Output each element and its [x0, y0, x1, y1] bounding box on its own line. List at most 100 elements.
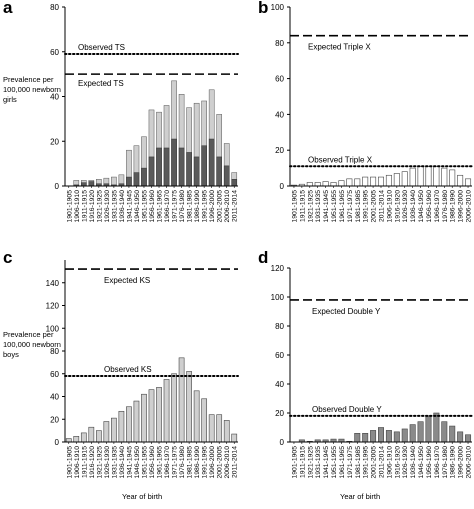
- panel-c-bar: [171, 373, 177, 443]
- panel-d-bar: [409, 424, 416, 443]
- panel-d-x-tick-label: 1961-1965: [339, 446, 346, 479]
- panel-b-bar: [338, 180, 345, 187]
- panel-a-x-tick-label: 2006-2010: [224, 190, 231, 223]
- panel-a-x-tick-label: 1926-1930: [104, 190, 111, 223]
- panel-c-bar: [141, 393, 147, 443]
- panel-d-x-tick-label: 1986-1990: [450, 446, 457, 479]
- panel-label-a: a: [3, 0, 13, 17]
- panel-b-bar: [385, 174, 392, 187]
- panel-c-x-tick-label: 2006-2010: [224, 446, 231, 479]
- panel-a-bar-dark: [171, 138, 177, 187]
- panel-b-x-tick-label: 1926-1930: [402, 190, 409, 223]
- panel-c-y-tick-label: 80: [50, 347, 59, 356]
- panel-d-x-tick-label: 1996-2000: [458, 446, 465, 479]
- panel-a-y-tick-label: 20: [50, 137, 59, 146]
- panel-a-x-tick-label: 1901-1905: [66, 190, 73, 223]
- panel-c-y-tick-label: 20: [50, 415, 59, 424]
- panel-a-x-tick-label: 1951-1955: [141, 190, 148, 223]
- panel-c-x-tick-label: 2001-2005: [217, 446, 224, 479]
- panel-c-x-tick-label: 1976-1980: [179, 446, 186, 479]
- panel-b-x-tick-label: 1931-1935: [315, 190, 322, 223]
- panel-a-ref-label-1: Expected TS: [78, 79, 124, 88]
- panel-c-x-tick-label: 1911-1915: [81, 446, 88, 478]
- panel-c-bar: [95, 430, 102, 443]
- panel-c-bar: [73, 436, 80, 443]
- y-axis-label-girls: Prevalence per 100,000 newborn girls: [3, 75, 61, 104]
- panel-d-bar: [378, 427, 384, 443]
- panel-d-x-tick-label: 1936-1940: [410, 446, 417, 479]
- panel-d-y-tick-label: 100: [271, 293, 285, 302]
- panel-a-x-tick-label: 1941-1945: [126, 190, 133, 223]
- panel-d-bar: [385, 430, 392, 443]
- panel-b-bar: [433, 166, 440, 187]
- panel-a-y-tick-label: 80: [50, 3, 59, 12]
- panel-label-b: b: [258, 0, 269, 17]
- panel-c-bar: [156, 387, 162, 443]
- panel-c-x-tick-label: 1921-1925: [96, 446, 103, 479]
- panel-a-y-tick-label: 40: [50, 93, 59, 102]
- panel-c-bar: [216, 414, 223, 443]
- panel-c-x-tick-label: 1961-1965: [157, 446, 164, 479]
- panel-a-bar-dark: [193, 156, 200, 187]
- panel-c-bar: [80, 432, 87, 443]
- panel-b-y-tick-label: 20: [275, 146, 284, 155]
- panel-a-x-tick-label: 1936-1940: [119, 190, 126, 223]
- panel-a-y-tick-label: 60: [50, 48, 59, 57]
- panel-d-x-tick-label: 2011-2014: [379, 446, 386, 478]
- panel-d-x-tick-label: 1931-1935: [315, 446, 322, 479]
- panel-a-y-tick-label: 0: [55, 182, 60, 191]
- panel-d-x-tick-label: 1921-1925: [307, 446, 314, 479]
- panel-d-x-tick-label: 1951-1955: [331, 446, 338, 479]
- panel-b-x-tick-label: 1921-1925: [307, 190, 314, 223]
- panel-c-x-tick-label: 1926-1930: [104, 446, 111, 479]
- panel-a-x-tick-label: 1961-1965: [157, 190, 164, 223]
- x-axis-title-right: Year of birth: [340, 492, 381, 501]
- panel-d-x-tick-label: 1916-1920: [394, 446, 401, 479]
- panel-a-bar-dark: [156, 147, 162, 187]
- panel-c-bar: [111, 417, 117, 443]
- panel-d-y-tick-label: 40: [275, 380, 284, 389]
- panel-b-y-tick-label: 40: [275, 110, 284, 119]
- panel-d-bar: [449, 425, 456, 443]
- panel-d-bar: [457, 431, 464, 443]
- panel-c-bar: [193, 390, 200, 443]
- panel-a-bar-dark: [126, 176, 132, 187]
- panel-c-x-tick-label: 1946-1950: [134, 446, 141, 479]
- panel-b-bar: [465, 178, 472, 187]
- panel-c-bar: [65, 438, 72, 443]
- panel-d-bar: [425, 415, 432, 443]
- panel-b-bar: [457, 174, 464, 187]
- panel-a-bar-dark: [216, 156, 223, 187]
- panel-b-x-tick-label: 1991-1995: [363, 190, 370, 223]
- panel-d-ref-label-1: Observed Double Y: [312, 405, 382, 414]
- panel-b-bar: [409, 167, 416, 187]
- panel-b-x-tick-label: 1976-1980: [442, 190, 449, 223]
- panel-a-x-tick-label: 1976-1980: [179, 190, 186, 223]
- panel-b-bar: [314, 182, 321, 187]
- panel-d-bar: [354, 432, 361, 443]
- panel-a-x-tick-label: 1921-1925: [96, 190, 103, 223]
- panel-d-bar: [433, 412, 440, 443]
- panel-d-bar: [465, 434, 472, 443]
- panel-a-x-tick-label: 1956-1960: [149, 190, 156, 223]
- panel-b-x-tick-label: 1936-1940: [410, 190, 417, 223]
- panel-b-x-tick-label: 1946-1950: [418, 190, 425, 223]
- panel-a-ref-label-0: Observed TS: [78, 43, 125, 52]
- panel-b-bar: [417, 166, 424, 187]
- panel-d-x-tick-label: 1946-1950: [418, 446, 425, 479]
- panel-b-x-tick-label: 1911-1915: [299, 190, 306, 222]
- panel-d-x-tick-label: 1991-1995: [363, 446, 370, 479]
- panel-b-ref-label-1: Observed Triple X: [308, 155, 373, 164]
- panel-a-x-tick-label: 1966-1970: [164, 190, 171, 223]
- panel-b-x-tick-label: 1941-1945: [323, 190, 330, 223]
- panel-c-x-tick-label: 1966-1970: [164, 446, 171, 479]
- panel-c-x-tick-label: 1956-1960: [149, 446, 156, 479]
- panel-b-x-tick-label: 1996-2000: [458, 190, 465, 223]
- panel-a-x-tick-label: 1986-1990: [194, 190, 201, 223]
- panel-c-y-tick-label: 100: [46, 324, 60, 333]
- panel-c-y-tick-label: 120: [46, 302, 60, 311]
- panel-d-x-tick-label: 1976-1980: [442, 446, 449, 479]
- panel-c-x-tick-label: 1971-1975: [172, 446, 179, 479]
- panel-d-y-tick-label: 60: [275, 351, 284, 360]
- panel-c-bar: [163, 379, 170, 443]
